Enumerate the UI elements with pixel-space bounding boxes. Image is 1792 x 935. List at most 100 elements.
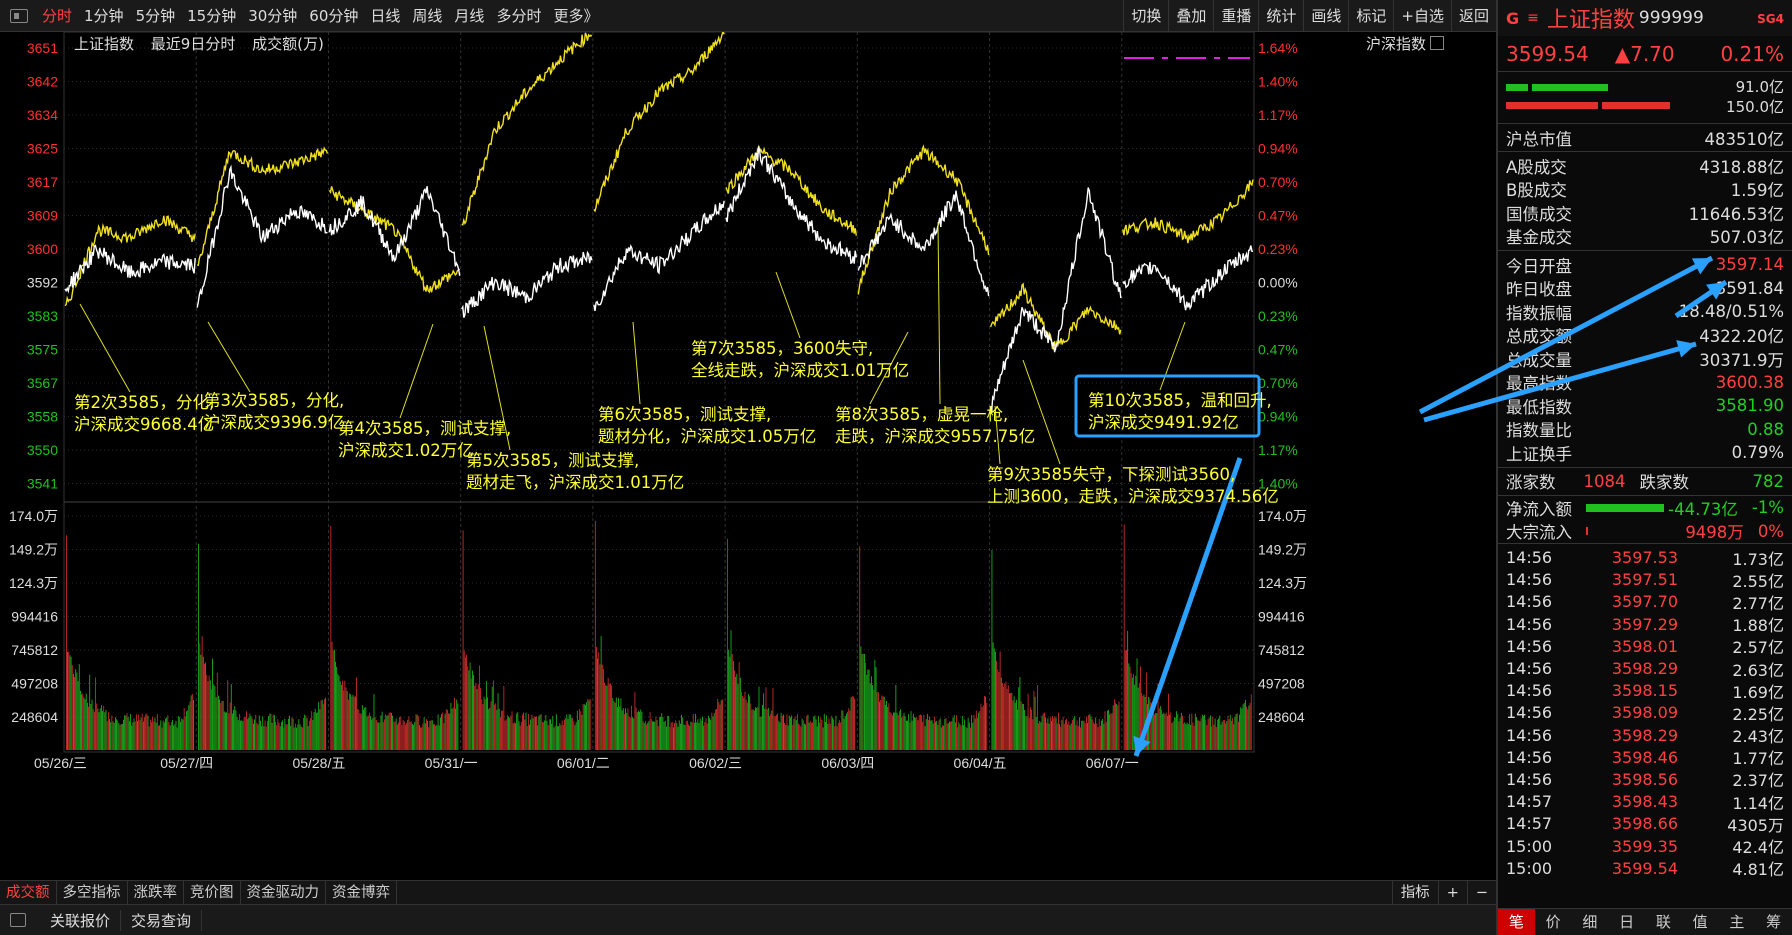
volume-bar (225, 712, 226, 750)
volume-bar (1133, 674, 1134, 750)
volume-bar (137, 721, 138, 750)
volume-bar (1161, 709, 1162, 750)
volume-bar (531, 714, 533, 750)
volume-bar (1166, 716, 1168, 750)
tick-list[interactable]: 14:56 3597.53 1.73亿 14:56 3597.51 2.55亿 14:56 3… (1498, 544, 1792, 880)
tool-button-1[interactable]: 叠加 (1168, 0, 1213, 32)
related-quote-button[interactable]: 关联报价 (40, 909, 122, 931)
volume-bar (903, 712, 905, 750)
period-tab-5[interactable]: 60分钟 (309, 7, 359, 25)
volume-bar (289, 715, 290, 750)
volume-bar (642, 721, 644, 750)
menu-icon[interactable]: ≡ (1527, 10, 1539, 26)
volume-bar (749, 696, 751, 750)
volume-bar (343, 690, 345, 750)
volume-bar (790, 717, 791, 750)
quote-tab-4[interactable]: 联 (1655, 913, 1671, 931)
volume-bar (547, 725, 549, 750)
overlay-index-line (725, 144, 857, 236)
tick-row: 15:00 3599.35 42.4亿 (1498, 835, 1792, 858)
window-icon[interactable] (10, 8, 28, 23)
period-tab-6[interactable]: 日线 (370, 7, 401, 25)
volume-bar (1215, 727, 1217, 750)
volume-bar (147, 715, 149, 750)
overlay-index-label[interactable]: 沪深指数 (1365, 35, 1426, 53)
tool-button-5[interactable]: 标记 (1348, 0, 1393, 32)
tool-button-7[interactable]: 返回 (1450, 0, 1496, 32)
indicator-control-1[interactable]: + (1437, 881, 1467, 905)
trade-query-button[interactable]: 交易查询 (121, 909, 203, 931)
volume-bar (819, 722, 820, 750)
tick-volume: 1.69亿 (1732, 682, 1784, 702)
tool-button-2[interactable]: 重播 (1213, 0, 1258, 32)
volume-bar (207, 681, 209, 750)
volume-bar (943, 725, 945, 750)
quote-tab-3[interactable]: 日 (1619, 913, 1635, 931)
quote-tab-2[interactable]: 细 (1582, 913, 1598, 931)
panel-icon[interactable] (10, 913, 26, 927)
volume-bar (794, 716, 796, 750)
period-tab-2[interactable]: 5分钟 (135, 7, 176, 25)
indicator-tab-3[interactable]: 竞价图 (184, 880, 241, 905)
volume-bar (349, 693, 350, 750)
volume-bar (296, 727, 297, 750)
period-tab-8[interactable]: 月线 (454, 7, 485, 25)
volume-bar (198, 543, 200, 750)
indicator-tab-1[interactable]: 多空指标 (57, 880, 128, 905)
volume-bar (167, 715, 169, 750)
volume-bar (352, 694, 354, 750)
quote-tab-0[interactable]: 笔 (1498, 909, 1535, 935)
quote-tab-6[interactable]: 主 (1729, 913, 1745, 931)
breadth-row: 涨家数 1084 跌家数 782 (1498, 468, 1792, 496)
period-tab-7[interactable]: 周线 (412, 7, 443, 25)
indicator-control-2[interactable]: − (1466, 881, 1496, 905)
volume-bar (1069, 725, 1071, 750)
volume-bar (978, 712, 980, 750)
indicator-tab-4[interactable]: 资金驱动力 (241, 880, 326, 905)
volume-bar (330, 525, 332, 750)
tool-button-0[interactable]: 切换 (1123, 0, 1168, 32)
period-tab-0[interactable]: 分时 (42, 7, 73, 25)
tool-button-6[interactable]: +自选 (1393, 0, 1451, 32)
volume-bar (916, 717, 918, 750)
stat-label: 指数量比 (1506, 421, 1572, 441)
period-tab-1[interactable]: 1分钟 (84, 7, 124, 25)
quote-tab-1[interactable]: 价 (1545, 913, 1561, 931)
volume-bar (875, 667, 877, 750)
tick-price: 3598.43 (1611, 792, 1678, 812)
volume-bar (340, 684, 342, 750)
tool-button-4[interactable]: 画线 (1303, 0, 1348, 32)
volume-bar (1194, 713, 1196, 750)
tool-button-3[interactable]: 统计 (1258, 0, 1303, 32)
volume-bar (282, 720, 283, 750)
volume-bar (135, 714, 137, 750)
volume-bar (1053, 718, 1055, 750)
volume-bar (689, 725, 691, 750)
volume-bar (344, 680, 346, 750)
volume-bar (1239, 714, 1240, 750)
quote-tab-7[interactable]: 筹 (1766, 913, 1782, 931)
g-icon[interactable]: G (1506, 8, 1520, 28)
volume-bar (74, 677, 75, 750)
indicator-control-0[interactable]: 指标 (1391, 881, 1438, 905)
period-tab-3[interactable]: 15分钟 (187, 7, 237, 25)
volume-bar (953, 715, 955, 750)
quote-tab-5[interactable]: 值 (1692, 913, 1708, 931)
volume-bar (69, 655, 71, 750)
period-tab-4[interactable]: 30分钟 (248, 7, 298, 25)
volume-bar (706, 723, 708, 750)
volume-bar (481, 699, 483, 750)
period-tab-9[interactable]: 多分时 (496, 7, 542, 25)
intraday-chart[interactable]: 3651 3642 3634 3625 3617 3609 3600 3592 3583 3575… (0, 32, 1496, 880)
volume-bar (799, 724, 801, 750)
overlay-toggle-icon[interactable] (1430, 36, 1444, 50)
period-tab-10[interactable]: 更多》 (553, 7, 599, 25)
indicator-tab-0[interactable]: 成交额 (0, 880, 57, 905)
volume-bar (999, 651, 1001, 750)
annotation-line: 第8次3585，虚晃一枪, (835, 405, 1009, 424)
indicator-tab-5[interactable]: 资金博弈 (326, 880, 397, 905)
volume-bar (144, 717, 145, 750)
volume-bar (345, 687, 347, 750)
volume-bar (1078, 717, 1080, 750)
indicator-tab-2[interactable]: 涨跌率 (128, 880, 184, 905)
